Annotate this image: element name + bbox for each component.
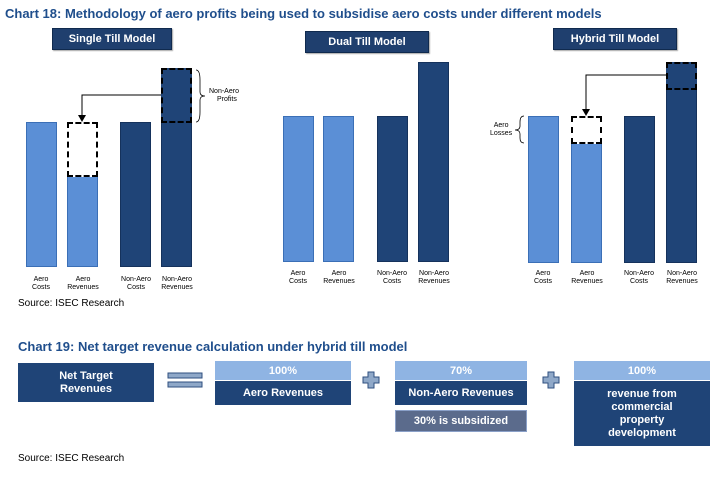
dual-aero-revenues-bar <box>323 116 354 262</box>
annotation-line1: Non-Aero <box>209 88 239 95</box>
chart18-source: Source: ISEC Research <box>18 298 125 309</box>
hybrid-annotation: Aero Losses <box>490 122 512 138</box>
hybrid-nonaero-revenues-bar <box>666 89 697 263</box>
annotation-line2: Profits <box>217 96 237 103</box>
nonaero-revenues-box: Non-Aero Revenues <box>395 381 527 405</box>
chart19-source: Source: ISEC Research <box>18 453 125 464</box>
hybrid-nonaero-profits-box <box>666 62 697 90</box>
single-aero-costs-bar <box>26 122 57 267</box>
commercial-line2: commercial <box>611 400 673 413</box>
chart19-title: Chart 19: Net target revenue calculation… <box>18 339 408 354</box>
bar-label: Aero Costs <box>32 276 50 291</box>
bar-label: Non-Aero Costs <box>121 276 151 291</box>
nonaero-pct-box: 70% <box>395 361 527 380</box>
single-nonaero-profits-box <box>161 68 192 123</box>
bar-label: Non-Aero Revenues <box>418 270 450 285</box>
dual-nonaero-costs-bar <box>377 116 408 262</box>
bar-label: Aero Revenues <box>67 276 99 291</box>
net-target-line2: Revenues <box>60 382 112 395</box>
hybrid-aero-costs-bar <box>528 116 559 263</box>
dual-till-model-label: Dual Till Model <box>305 31 429 53</box>
commercial-pct-box: 100% <box>574 361 710 380</box>
single-till-model-label: Single Till Model <box>52 28 172 50</box>
single-annotation: Non-Aero Profits <box>209 88 239 104</box>
single-aero-revenues-gap-box <box>67 122 98 177</box>
equals-icon <box>167 372 203 388</box>
net-target-line1: Net Target <box>59 369 113 382</box>
net-target-revenues-box: Net Target Revenues <box>18 363 154 402</box>
single-nonaero-revenues-bar <box>161 122 192 267</box>
bar-label: Non-Aero Costs <box>624 270 654 285</box>
plus-icon <box>542 371 560 389</box>
dual-aero-costs-bar <box>283 116 314 262</box>
commercial-line4: development <box>608 426 676 439</box>
hybrid-aero-losses-box <box>571 116 602 144</box>
aero-pct-box: 100% <box>215 361 351 380</box>
commercial-line3: property <box>619 413 665 426</box>
commercial-property-box: revenue from commercial property develop… <box>574 381 710 446</box>
dual-nonaero-revenues-bar <box>418 62 449 262</box>
bar-label: Non-Aero Revenues <box>666 270 698 285</box>
bar-label: Aero Costs <box>534 270 552 285</box>
bar-label: Aero Revenues <box>323 270 355 285</box>
chart18-title: Chart 18: Methodology of aero profits be… <box>5 6 602 21</box>
aero-revenues-box: Aero Revenues <box>215 381 351 405</box>
hybrid-nonaero-costs-bar <box>624 116 655 263</box>
hybrid-aero-revenues-bar <box>571 143 602 263</box>
bar-label: Non-Aero Costs <box>377 270 407 285</box>
commercial-line1: revenue from <box>607 387 677 400</box>
annotation-line2: Losses <box>490 130 513 137</box>
bar-label: Aero Revenues <box>571 270 603 285</box>
plus-icon <box>362 371 380 389</box>
bar-label: Non-Aero Revenues <box>161 276 193 291</box>
subsidized-note-box: 30% is subsidized <box>395 410 527 432</box>
single-nonaero-costs-bar <box>120 122 151 267</box>
annotation-line1: Aero <box>493 122 509 129</box>
hybrid-till-model-label: Hybrid Till Model <box>553 28 677 50</box>
bar-label: Aero Costs <box>289 270 307 285</box>
